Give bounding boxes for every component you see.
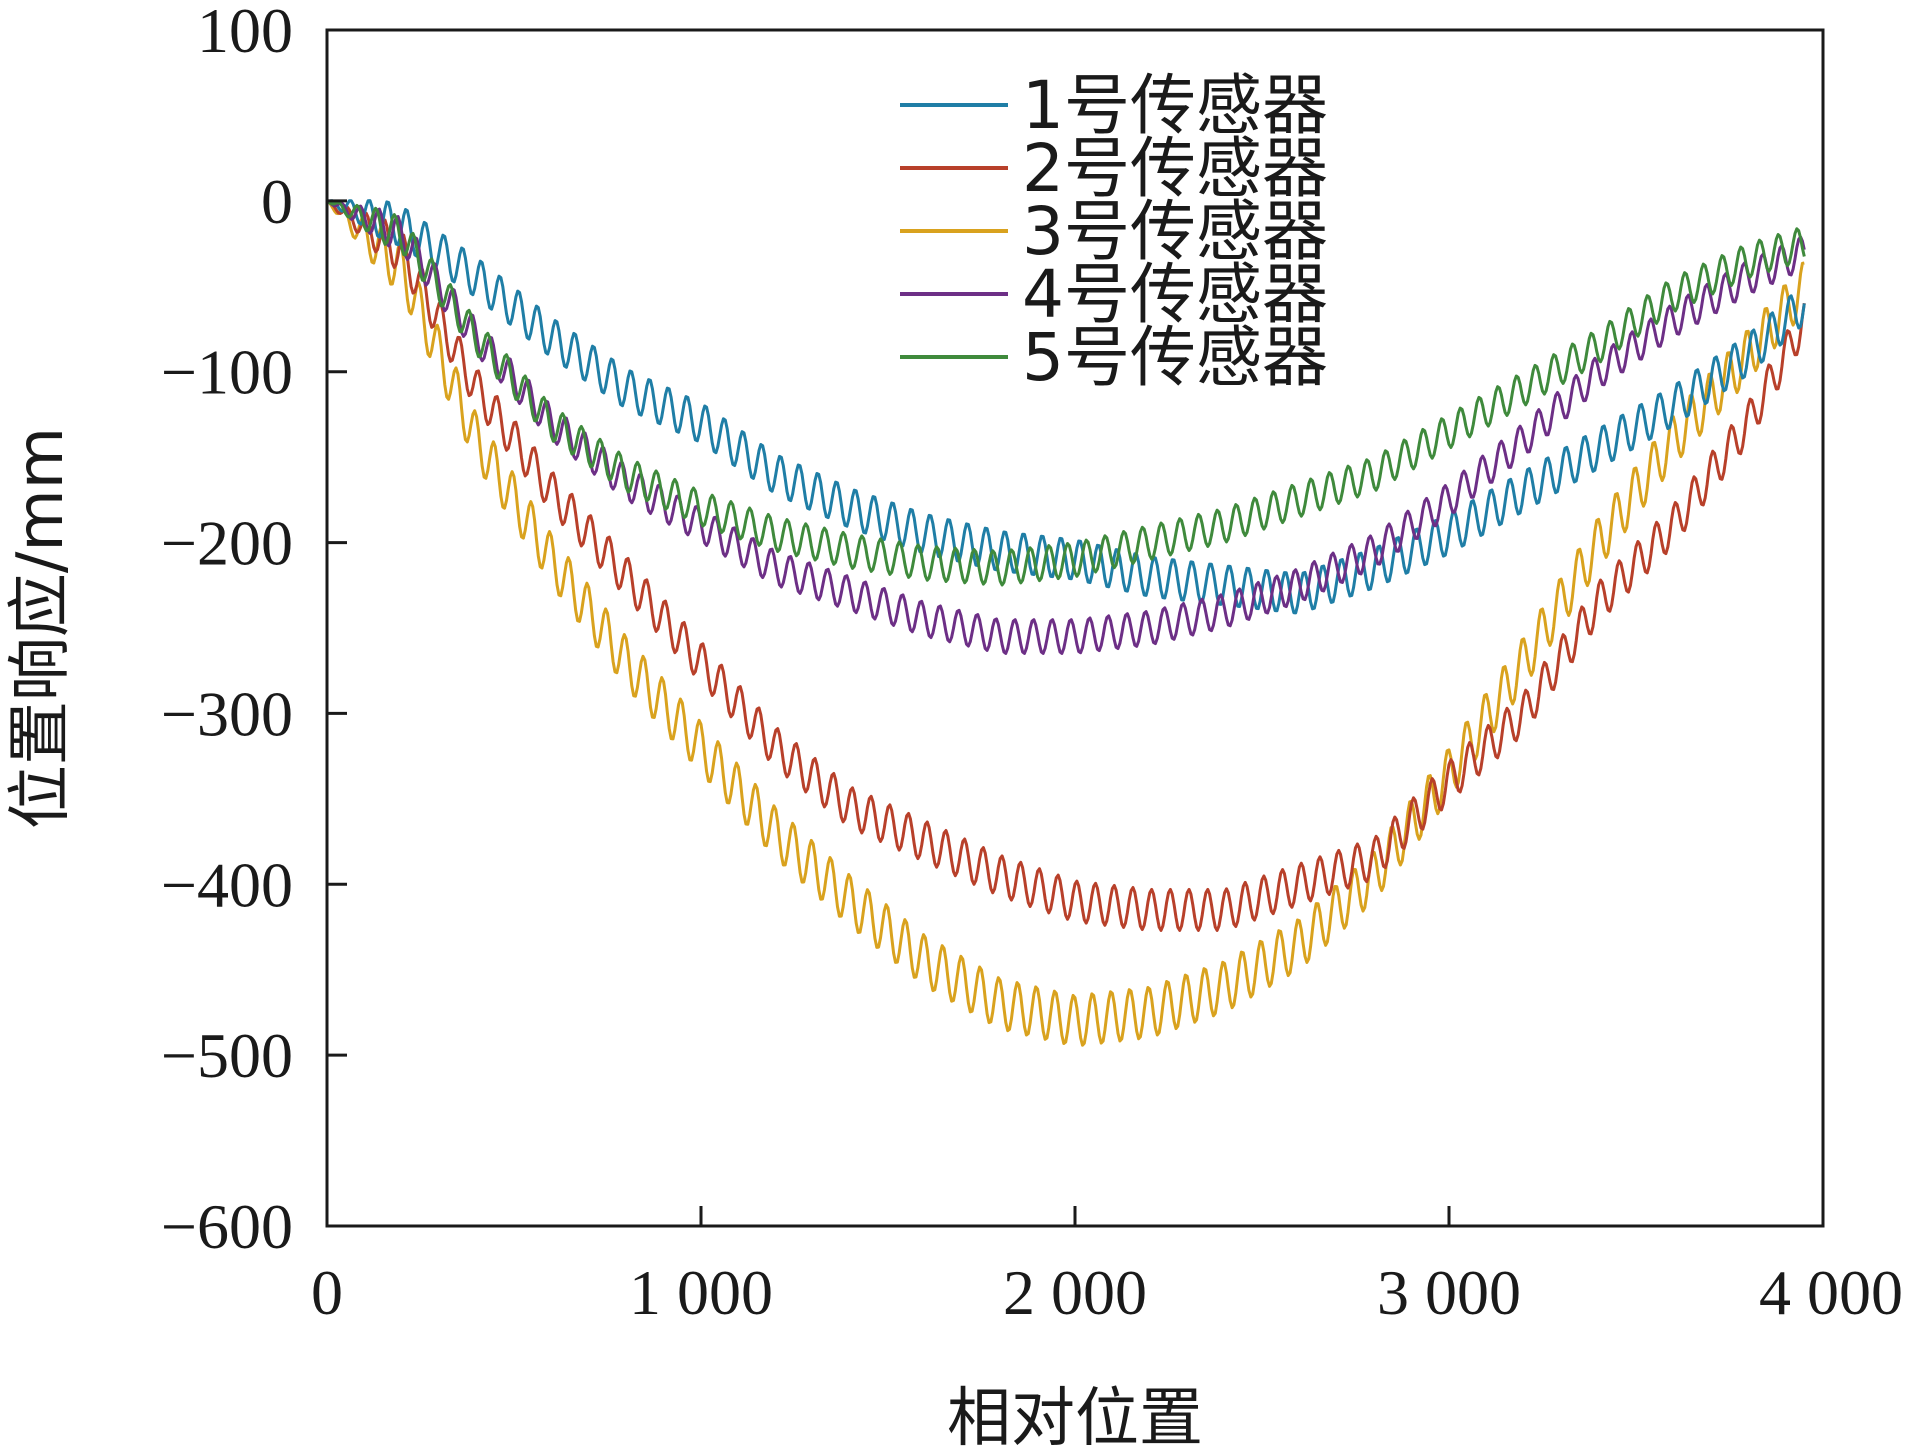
y-axis-label: 位置响应/mm [4, 427, 78, 829]
legend-label-3: 3号传感器 [1022, 193, 1328, 270]
x-tick-label: 2 000 [1003, 1257, 1147, 1328]
x-tick-label: 0 [311, 1257, 343, 1328]
series-line-2 [326, 199, 1806, 932]
y-tick-label: −300 [161, 678, 293, 749]
ticks-layer: 100 0 −100 −200 −300 −400 −500 −600 0 1 000 2 000 3… [161, 0, 1903, 1328]
y-tick-label: −600 [161, 1191, 293, 1262]
y-tick-label: −200 [161, 508, 293, 579]
legend-label-2: 2号传感器 [1022, 130, 1328, 207]
series-line-1 [326, 199, 1806, 615]
y-tick-label: −400 [161, 849, 293, 920]
legend-label-1: 1号传感器 [1022, 67, 1328, 144]
series-line-3 [326, 199, 1805, 1047]
x-axis-label: 相对位置 [947, 1382, 1203, 1456]
legend-label-4: 4号传感器 [1022, 256, 1328, 333]
x-tick-label: 3 000 [1377, 1257, 1521, 1328]
x-tick-label: 4 000 [1759, 1257, 1903, 1328]
y-tick-label: 0 [261, 166, 293, 237]
x-tick-label: 1 000 [629, 1257, 773, 1328]
y-tick-label: −100 [161, 337, 293, 408]
y-tick-label: −500 [161, 1020, 293, 1091]
legend-label-5: 5号传感器 [1022, 319, 1328, 396]
y-tick-label: 100 [197, 0, 293, 66]
series-layer [326, 199, 1806, 1047]
series-line-5 [326, 199, 1806, 587]
